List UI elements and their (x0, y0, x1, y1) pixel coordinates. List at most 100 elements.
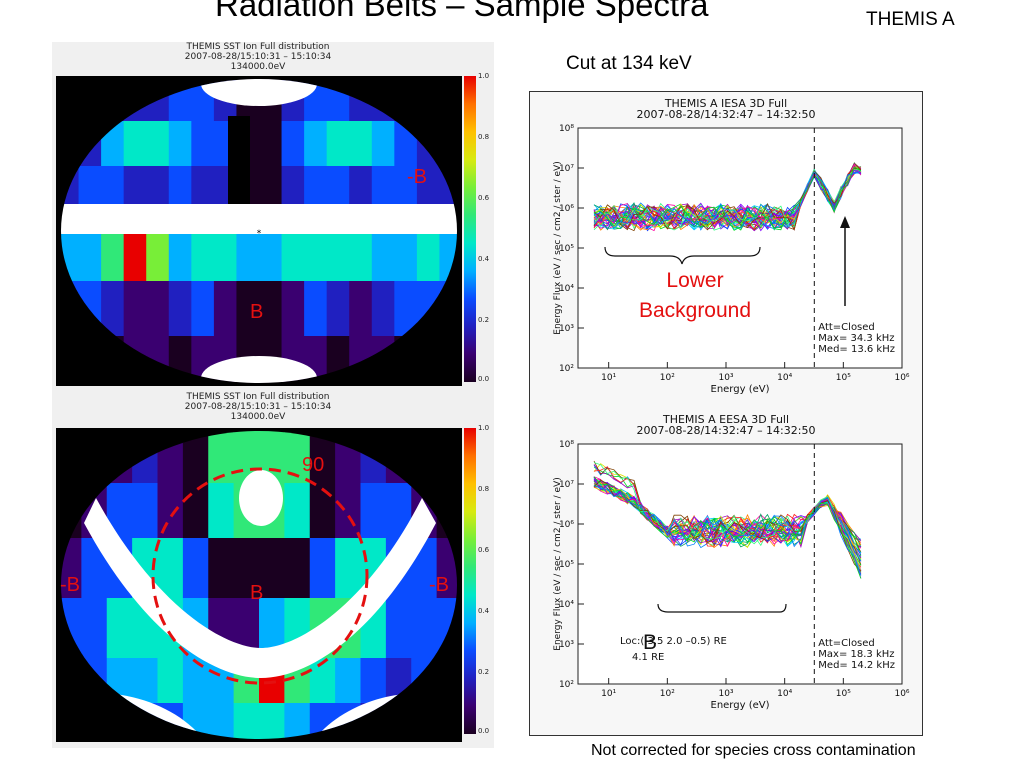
sst-bin (157, 658, 184, 703)
sst-bin (349, 166, 373, 204)
sst-bin (233, 538, 260, 598)
sst-bin (304, 281, 328, 336)
sst-bin (213, 281, 237, 336)
sst-bin (132, 658, 158, 703)
sst-bin (394, 281, 418, 336)
eesa-b-label: B (643, 631, 657, 654)
x-tick-label: 10⁶ (894, 689, 909, 699)
sst-top-header-line3: 134000.0eV (230, 62, 286, 72)
sst-bin (349, 281, 373, 336)
sst-bin (259, 538, 285, 598)
sst-bin (146, 121, 170, 166)
sst-bin (157, 483, 184, 538)
instrument-annotation: Max= 18.3 kHz (818, 649, 894, 660)
sst-bin (281, 281, 305, 336)
sst-bin (101, 281, 125, 336)
spectrum-series (593, 169, 862, 232)
sst-bin (101, 166, 125, 204)
spectrum-series (593, 165, 862, 229)
sst-bottom-90-label: 90 (302, 454, 325, 476)
sst-bin (168, 166, 192, 204)
spectra-panel: THEMIS A IESA 3D Full 2007-08-28/14:32:4… (529, 91, 923, 736)
sst-bin (436, 538, 457, 598)
instrument-annotation: Att=Closed (818, 638, 874, 649)
spectrum-series (593, 170, 862, 229)
sst-top-panel: THEMIS SST Ion Full distribution 2007-08… (52, 42, 494, 390)
cut-label: Cut at 134 keV (566, 53, 692, 74)
sst-bottom-colorbar-ticks: 1.0 0.8 0.6 0.4 0.2 0.0 (478, 424, 490, 735)
iesa-chart: 10¹ 10² 10³ 10⁴ 10⁵ 10⁶ 10² 10³ 10⁴ 10⁵ 10⁶ 10⁷ 10⁸ E… (553, 124, 910, 395)
sst-bin (123, 121, 147, 166)
location-annotation: Loc:( 3.5 2.0 –0.5) RE (620, 636, 727, 647)
y-tick-label: 10³ (559, 640, 574, 650)
sst-bin (191, 166, 215, 204)
sst-bin (326, 234, 350, 281)
sst-bin (233, 703, 260, 739)
x-tick-label: 10⁴ (777, 373, 792, 383)
y-tick-label: 10⁸ (559, 440, 574, 450)
sst-bin (208, 431, 235, 483)
x-tick-label: 10⁵ (836, 373, 851, 383)
sst-bin (371, 281, 395, 336)
sst-bin (123, 234, 147, 281)
sst-bin (259, 281, 283, 336)
sst-bin (61, 538, 82, 598)
plot-frame (577, 127, 903, 369)
y-axis-label: Energy Flux (eV / sec / cm2 / ster / eV) (553, 161, 563, 334)
y-tick-label: 10⁷ (559, 164, 574, 174)
sst-bin (309, 483, 336, 538)
iesa-subtitle: 2007-08-28/14:32:47 – 14:32:50 (636, 108, 816, 121)
sst-bin (411, 598, 438, 658)
sst-bin (416, 166, 440, 204)
sst-bin (168, 281, 192, 336)
x-tick-label: 10³ (718, 373, 733, 383)
sst-bin (191, 281, 215, 336)
sst-bin (304, 166, 328, 204)
y-tick-label: 10⁵ (559, 244, 574, 254)
sst-bin (371, 234, 395, 281)
sst-bin (349, 121, 373, 166)
sst-bin (208, 538, 235, 598)
spectrum-series (593, 462, 862, 573)
sst-bottom-header-line1: THEMIS SST Ion Full distribution (186, 392, 330, 402)
y-tick-label: 10⁸ (559, 124, 574, 134)
sst-bin (309, 538, 336, 598)
sst-bin (371, 166, 395, 204)
sst-bin (326, 281, 350, 336)
sst-bin (123, 281, 147, 336)
y-tick-label: 10³ (559, 324, 574, 334)
y-tick-label: 10² (559, 680, 574, 690)
sst-top-colorbar-ticks: 1.0 0.8 0.6 0.4 0.2 0.0 (478, 72, 490, 383)
spectrum-series (593, 476, 862, 579)
eesa-background-brace (657, 603, 787, 613)
slide-title: Radiation Belts – Sample Spectra (215, 0, 709, 23)
x-tick-label: 10⁵ (836, 689, 851, 699)
instrument-annotation: Med= 14.2 kHz (818, 660, 895, 671)
x-tick-label: 10¹ (601, 689, 616, 699)
sst-bin (191, 234, 215, 281)
sst-bin (259, 166, 283, 204)
x-tick-label: 10³ (718, 689, 733, 699)
y-tick-label: 10⁶ (559, 520, 574, 530)
sst-bin (326, 166, 350, 204)
x-axis-label: Energy (eV) (711, 700, 770, 711)
sst-bottom-panel: THEMIS SST Ion Full distribution 2007-08… (52, 390, 494, 748)
sst-bin (284, 538, 311, 598)
y-tick-label: 10⁶ (559, 204, 574, 214)
sst-bin (326, 121, 350, 166)
sst-bin (182, 538, 209, 598)
sst-bin (168, 121, 192, 166)
sst-bin (236, 234, 260, 281)
sst-top-colorbar (464, 76, 476, 382)
sst-bin (168, 234, 192, 281)
sst-bin (81, 598, 108, 658)
eesa-title: THEMIS A EESA 3D Full (662, 413, 790, 426)
sst-bin (78, 166, 102, 204)
sst-bin (146, 166, 170, 204)
y-axis-label: Energy Flux (eV / sec / cm2 / ster / eV) (553, 477, 563, 650)
instrument-annotation: Att=Closed (818, 322, 874, 333)
sst-bin (213, 234, 237, 281)
sst-bin (191, 121, 215, 166)
sst-bin (281, 121, 305, 166)
eesa-chart: 10¹ 10² 10³ 10⁴ 10⁵ 10⁶ 10² 10³ 10⁴ 10⁵ 10⁶ 10⁷ 10⁸ E… (553, 440, 910, 711)
